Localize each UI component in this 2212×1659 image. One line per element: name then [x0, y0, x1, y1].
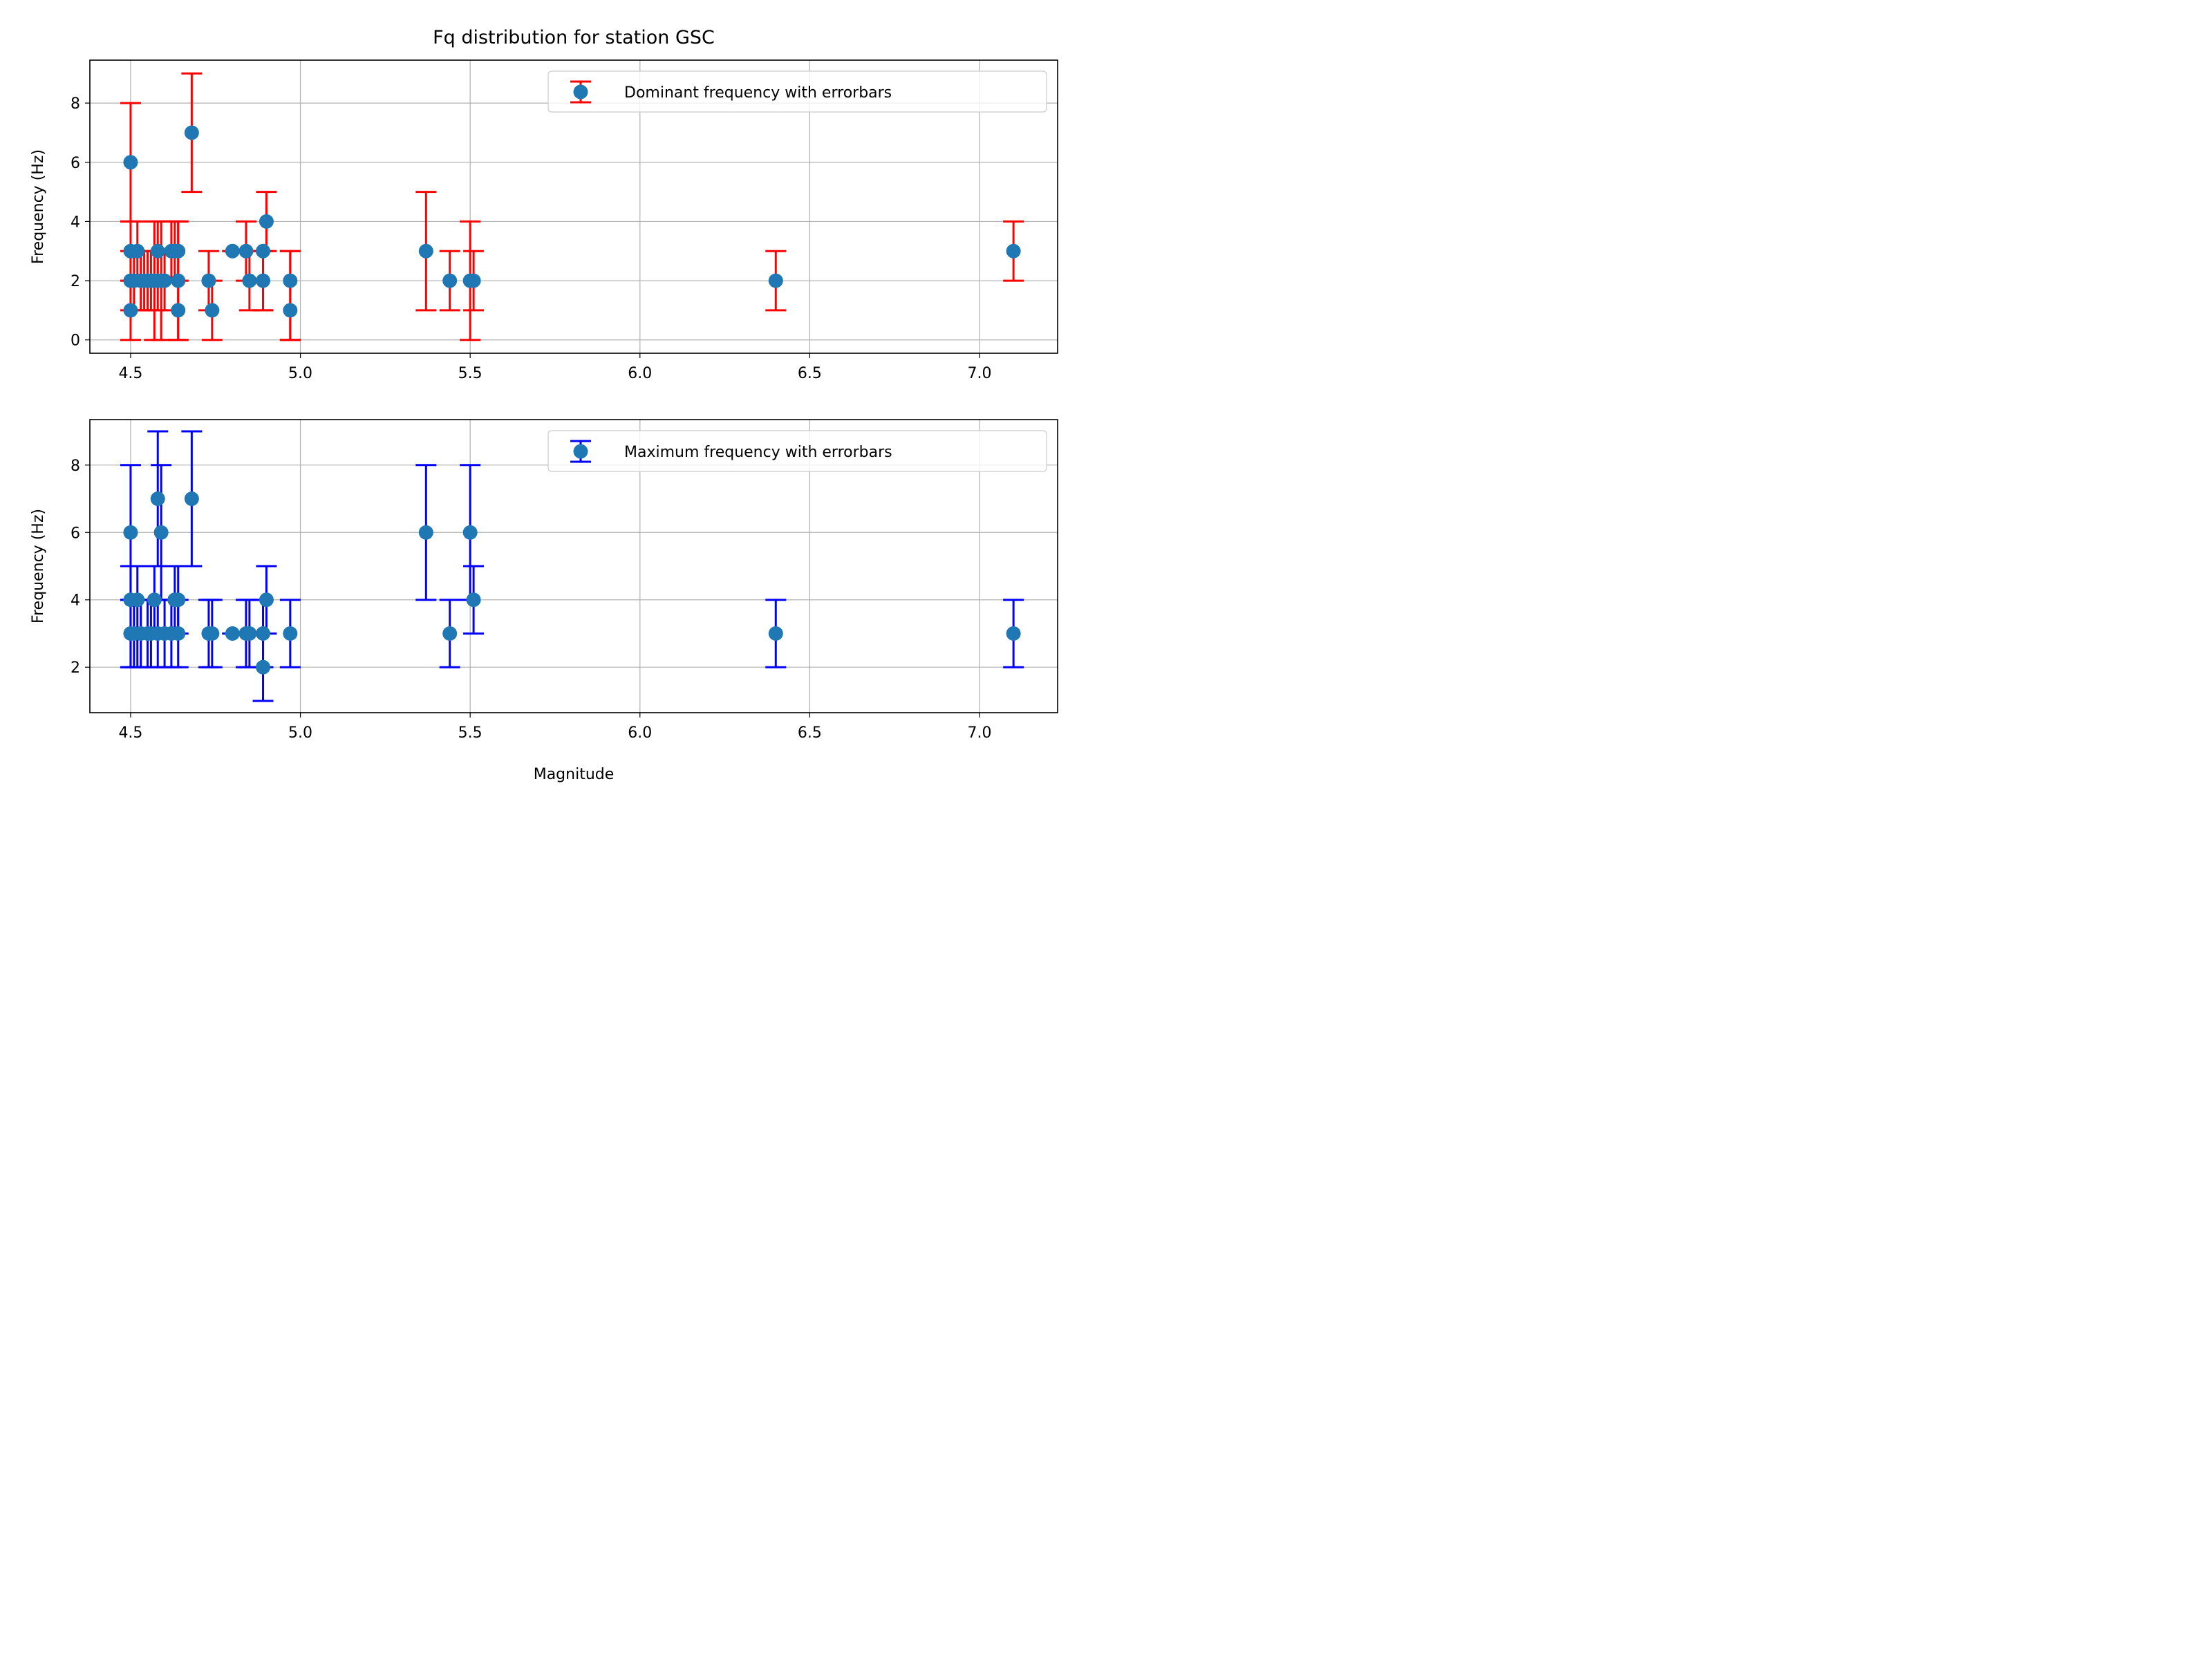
data-point — [418, 525, 433, 540]
data-point — [225, 243, 240, 259]
data-point — [225, 626, 240, 641]
y-tick-label: 0 — [71, 332, 80, 350]
data-point — [256, 626, 271, 641]
data-point — [242, 273, 257, 288]
x-tick-label: 6.5 — [798, 724, 822, 742]
data-point — [201, 273, 216, 288]
x-tick-label: 7.0 — [968, 724, 992, 742]
data-point — [256, 243, 271, 259]
axes-frame — [89, 59, 1058, 354]
data-point — [238, 243, 254, 259]
data-point — [150, 243, 165, 259]
data-point — [259, 592, 274, 608]
data-point — [442, 273, 458, 288]
data-point — [462, 525, 478, 540]
x-tick-label: 4.5 — [118, 365, 142, 382]
legend-label: Maximum frequency with errorbars — [624, 444, 892, 461]
figure-title: Fq distribution for station GSC — [433, 27, 715, 48]
data-point — [123, 303, 138, 318]
data-point — [466, 592, 481, 608]
y-tick-label: 8 — [71, 95, 80, 113]
data-point — [123, 155, 138, 170]
y-tick-label: 8 — [71, 458, 80, 475]
x-tick-label: 6.5 — [798, 365, 822, 382]
data-point — [442, 626, 458, 641]
y-axis-label: Frequency (Hz) — [30, 149, 47, 264]
data-point — [466, 273, 481, 288]
data-point — [418, 243, 433, 259]
data-point — [1006, 243, 1021, 259]
subplot-1: 4.5 5.0 5.5 6.0 6.5 7.0 0 2 4 6 8 Frequency (Hz) Dom… — [30, 59, 1058, 382]
legend: Maximum frequency with errorbars — [547, 430, 1047, 472]
data-point — [184, 125, 199, 140]
x-tick-label: 6.0 — [628, 365, 652, 382]
data-point — [171, 303, 186, 318]
data-point — [283, 626, 298, 641]
data-point — [171, 592, 186, 608]
y-axis-label: Frequency (Hz) — [30, 509, 47, 624]
data-point — [768, 626, 783, 641]
markers — [123, 491, 1021, 675]
x-tick-label: 5.0 — [288, 365, 312, 382]
y-tick-label: 6 — [71, 525, 80, 542]
data-point — [256, 273, 271, 288]
legend-marker — [573, 84, 588, 100]
data-point — [153, 525, 169, 540]
y-tick-label: 2 — [71, 273, 80, 290]
errorbar — [279, 250, 301, 341]
axes-frame — [89, 419, 1058, 713]
legend-marker — [573, 444, 588, 459]
y-tick-label: 4 — [71, 592, 80, 610]
x-tick-label: 7.0 — [968, 365, 992, 382]
y-tick-label: 4 — [71, 214, 80, 231]
subplots: 4.5 5.0 5.5 6.0 6.5 7.0 0 2 4 6 8 Frequency (Hz) Dom… — [30, 59, 1058, 783]
data-point — [123, 525, 138, 540]
markers — [123, 125, 1021, 318]
x-tick-label: 4.5 — [118, 724, 142, 742]
data-point — [157, 273, 172, 288]
data-point — [283, 303, 298, 318]
data-point — [130, 592, 145, 608]
data-point — [171, 626, 186, 641]
x-tick-label: 5.0 — [288, 724, 312, 742]
data-point — [147, 592, 162, 608]
figure-background — [0, 0, 1079, 809]
data-point — [205, 626, 220, 641]
legend: Dominant frequency with errorbars — [547, 71, 1047, 113]
x-tick-label: 5.5 — [458, 365, 482, 382]
data-point — [171, 273, 186, 288]
data-point — [130, 243, 145, 259]
x-tick-label: 5.5 — [458, 724, 482, 742]
data-point — [259, 214, 274, 229]
data-point — [1006, 626, 1021, 641]
y-tick-label: 6 — [71, 155, 80, 172]
legend-label: Dominant frequency with errorbars — [624, 84, 892, 102]
legend-box — [547, 430, 1047, 472]
figure: Fq distribution for station GSC 4.5 5.0 5.… — [0, 0, 1079, 809]
data-point — [256, 659, 271, 675]
x-tick-label: 6.0 — [628, 724, 652, 742]
data-point — [184, 491, 199, 507]
x-axis-label: Magnitude — [534, 766, 615, 783]
data-point — [768, 273, 783, 288]
data-point — [283, 273, 298, 288]
subplot-2: 4.5 5.0 5.5 6.0 6.5 7.0 2 4 6 8 Frequency (Hz) Magn… — [30, 419, 1058, 783]
data-point — [171, 243, 186, 259]
y-tick-label: 2 — [71, 659, 80, 677]
data-point — [150, 491, 165, 507]
data-point — [242, 626, 257, 641]
legend-box — [547, 71, 1047, 113]
data-point — [205, 303, 220, 318]
